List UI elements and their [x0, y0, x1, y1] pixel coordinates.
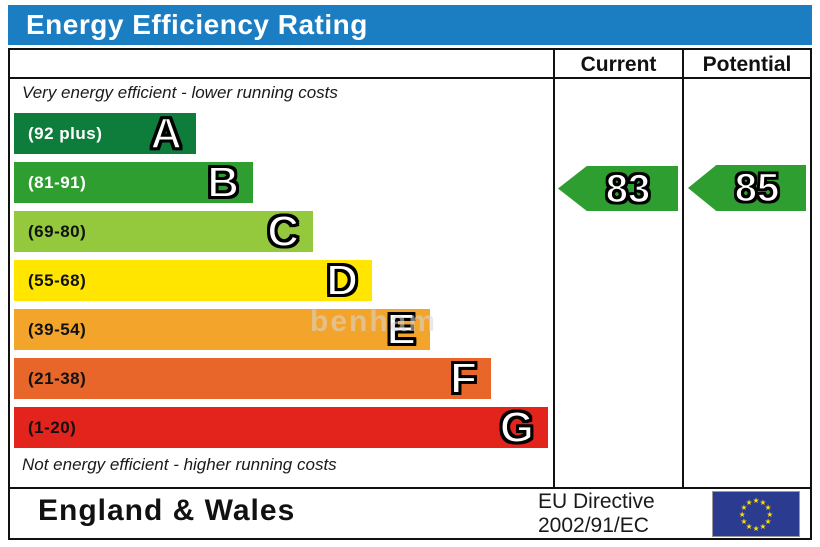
svg-text:★: ★ [766, 510, 773, 519]
region-label: England & Wales [38, 494, 296, 527]
svg-text:★: ★ [765, 517, 772, 526]
page-title: Energy Efficiency Rating [26, 9, 368, 40]
current-rating-value: 83 [605, 166, 651, 211]
potential-rating-value: 85 [734, 166, 780, 210]
band-letter: D [325, 256, 359, 305]
band-row-b: (81-91) B [14, 158, 253, 207]
band-letter: B [206, 158, 240, 207]
potential-rating-arrow: 85 [688, 165, 806, 211]
band-range-label: (69-80) [28, 221, 87, 241]
eu-directive-line1: EU Directive [538, 490, 655, 513]
potential-column-label: Potential [702, 52, 792, 76]
title-bar: Energy Efficiency Rating [8, 5, 812, 45]
band-row-a: (92 plus) A [14, 109, 196, 158]
current-column-label: Current [580, 52, 657, 76]
header-divider [10, 77, 810, 79]
rating-table: Current Potential Very energy efficient … [8, 48, 812, 540]
svg-text:★: ★ [741, 517, 748, 526]
band-range-label: (21-38) [28, 368, 87, 388]
svg-text:★: ★ [753, 524, 760, 533]
eu-flag-stars: ★ ★ ★ ★ ★ ★ ★ ★ ★ ★ ★ ★ [739, 496, 774, 533]
band-range-label: (81-91) [28, 172, 87, 192]
band-row-e: (39-54) E [14, 305, 430, 354]
column-divider-current [553, 50, 555, 489]
svg-text:★: ★ [741, 503, 748, 512]
efficiency-note-top: Very energy efficient - lower running co… [22, 83, 338, 102]
band-row-d: (55-68) D [14, 256, 372, 305]
header-potential-cell: Potential [684, 50, 810, 79]
band-letter: A [149, 109, 183, 158]
band-row-g: (1-20) G [14, 403, 548, 452]
eu-flag-icon: ★ ★ ★ ★ ★ ★ ★ ★ ★ ★ ★ ★ [712, 491, 800, 537]
band-letter: F [449, 354, 478, 403]
efficiency-note-bottom: Not energy efficient - higher running co… [22, 455, 337, 474]
footer-divider [10, 487, 810, 489]
eu-directive-line2: 2002/91/EC [538, 514, 649, 537]
band-range-label: (39-54) [28, 319, 87, 339]
band-letter: G [499, 403, 535, 452]
band-letter: C [266, 207, 300, 256]
band-letter: E [386, 305, 417, 354]
svg-text:★: ★ [760, 522, 767, 531]
band-row-f: (21-38) F [14, 354, 491, 403]
svg-text:★: ★ [746, 522, 753, 531]
svg-text:★: ★ [753, 496, 760, 505]
band-row-c: (69-80) C [14, 207, 313, 256]
svg-text:★: ★ [760, 498, 767, 507]
band-range-label: (92 plus) [28, 123, 103, 143]
svg-text:★: ★ [765, 503, 772, 512]
current-rating-arrow: 83 [558, 166, 678, 211]
header-current-cell: Current [555, 50, 682, 79]
column-divider-potential [682, 50, 684, 489]
svg-text:★: ★ [746, 498, 753, 507]
band-range-label: (55-68) [28, 270, 87, 290]
eu-directive-label: EU Directive 2002/91/EC [538, 490, 655, 538]
svg-text:★: ★ [739, 510, 746, 519]
band-range-label: (1-20) [28, 417, 77, 437]
